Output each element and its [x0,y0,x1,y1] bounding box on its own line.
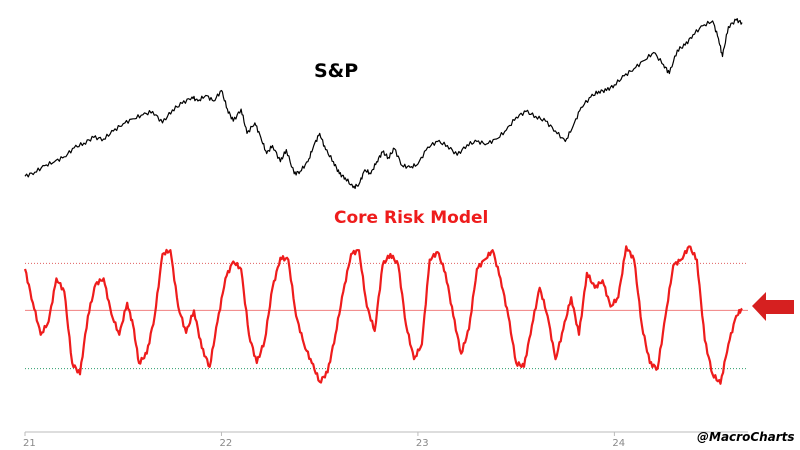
sp-title: S&P [314,60,358,82]
x-tick-label: 21 [23,438,36,449]
risk-series-line [23,245,743,385]
x-tick-label: 23 [416,438,429,449]
x-axis: 21 22 23 24 [23,431,748,449]
sp-panel: S&P [24,18,743,190]
x-tick-label: 22 [219,438,232,449]
x-tick-label: 24 [612,438,625,449]
left-arrow-icon [752,292,794,321]
risk-title: Core Risk Model [334,208,488,228]
sp-series-line [24,18,743,190]
credit-label: @MacroCharts [697,430,795,444]
risk-panel: Core Risk Model [23,208,794,385]
